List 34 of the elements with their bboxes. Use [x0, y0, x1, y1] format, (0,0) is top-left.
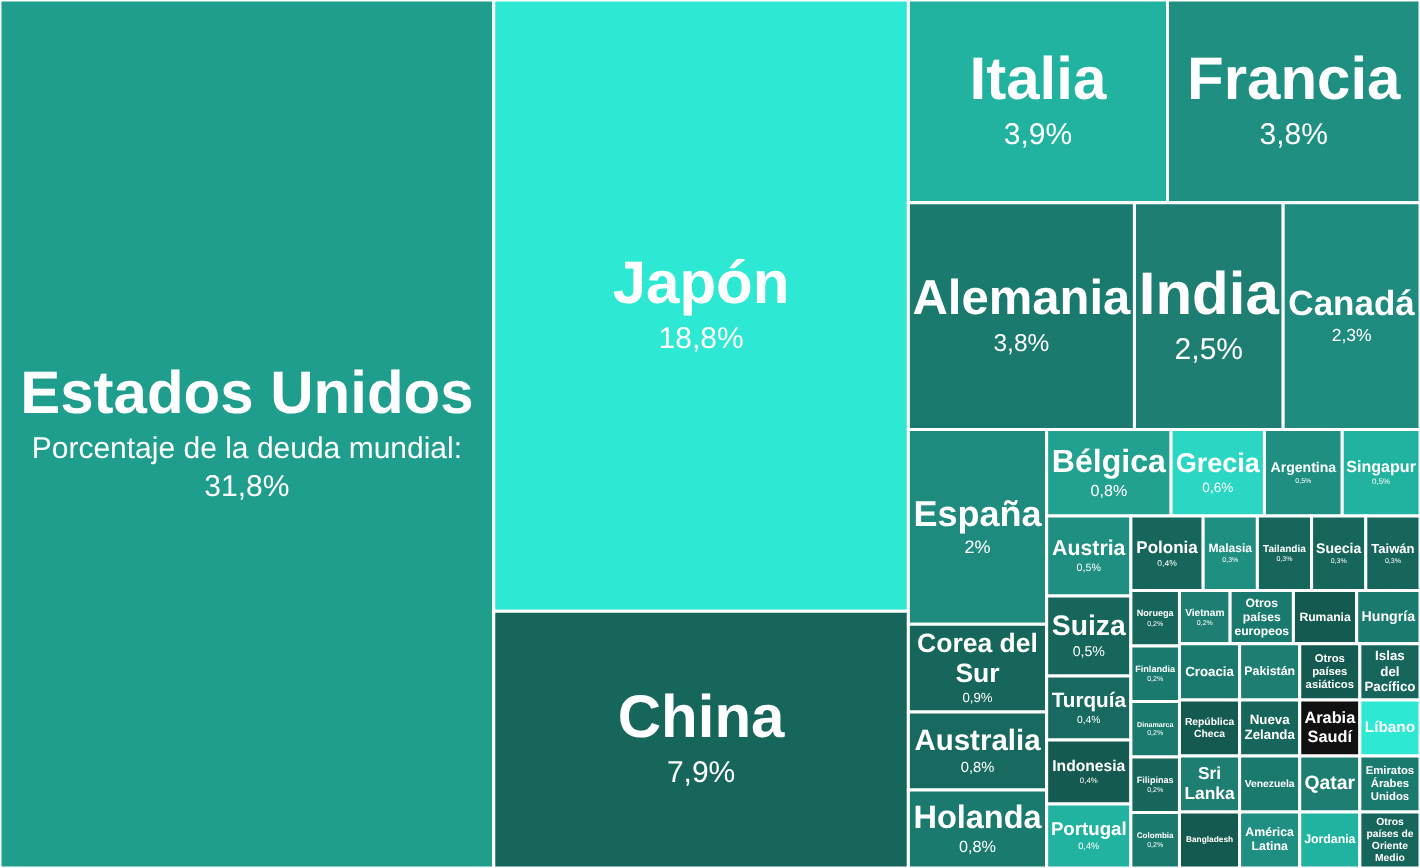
- data-label: 3,9%: [1003, 118, 1073, 153]
- data-label: 0,8%: [1090, 481, 1128, 500]
- category-label: Corea del Sur: [917, 627, 1038, 689]
- category-label: Singapur: [1346, 458, 1416, 477]
- data-label: 7,9%: [666, 756, 736, 791]
- category-label: Austria: [1052, 537, 1126, 562]
- category-label: Suiza: [1051, 610, 1126, 643]
- data-label: 3,8%: [1259, 118, 1328, 153]
- category-label: India: [1138, 261, 1280, 328]
- category-label: Canadá: [1288, 282, 1416, 323]
- category-label: Grecia: [1175, 447, 1261, 478]
- category-label: Italia: [969, 47, 1107, 114]
- category-label: Japón: [612, 251, 790, 318]
- category-label: Australia: [914, 725, 1043, 758]
- category-label: Portugal: [1050, 819, 1127, 840]
- data-label: 18,8%: [658, 322, 744, 357]
- data-label: 0,8%: [959, 838, 996, 857]
- data-label: 2%: [964, 536, 991, 557]
- category-label: Arabia Saudí: [1304, 709, 1357, 746]
- category-label: Turquía: [1051, 691, 1127, 714]
- category-label: Francia: [1187, 47, 1402, 114]
- category-label: Sri Lanka: [1184, 762, 1235, 803]
- category-label: Bélgica: [1051, 443, 1169, 480]
- category-label: Qatar: [1304, 773, 1356, 796]
- category-label: España: [913, 493, 1044, 534]
- category-label: China: [617, 685, 786, 752]
- data-label: Porcentaje de la deuda mundial: 31,8%: [31, 432, 463, 504]
- category-label: Holanda: [913, 799, 1044, 836]
- data-label: 2,3%: [1331, 325, 1372, 346]
- category-label: Polonia: [1136, 536, 1199, 557]
- data-label: 2,5%: [1174, 332, 1244, 367]
- data-label: 3,8%: [993, 329, 1050, 358]
- category-label: Alemania: [912, 272, 1132, 327]
- category-label: Estados Unidos: [20, 361, 474, 428]
